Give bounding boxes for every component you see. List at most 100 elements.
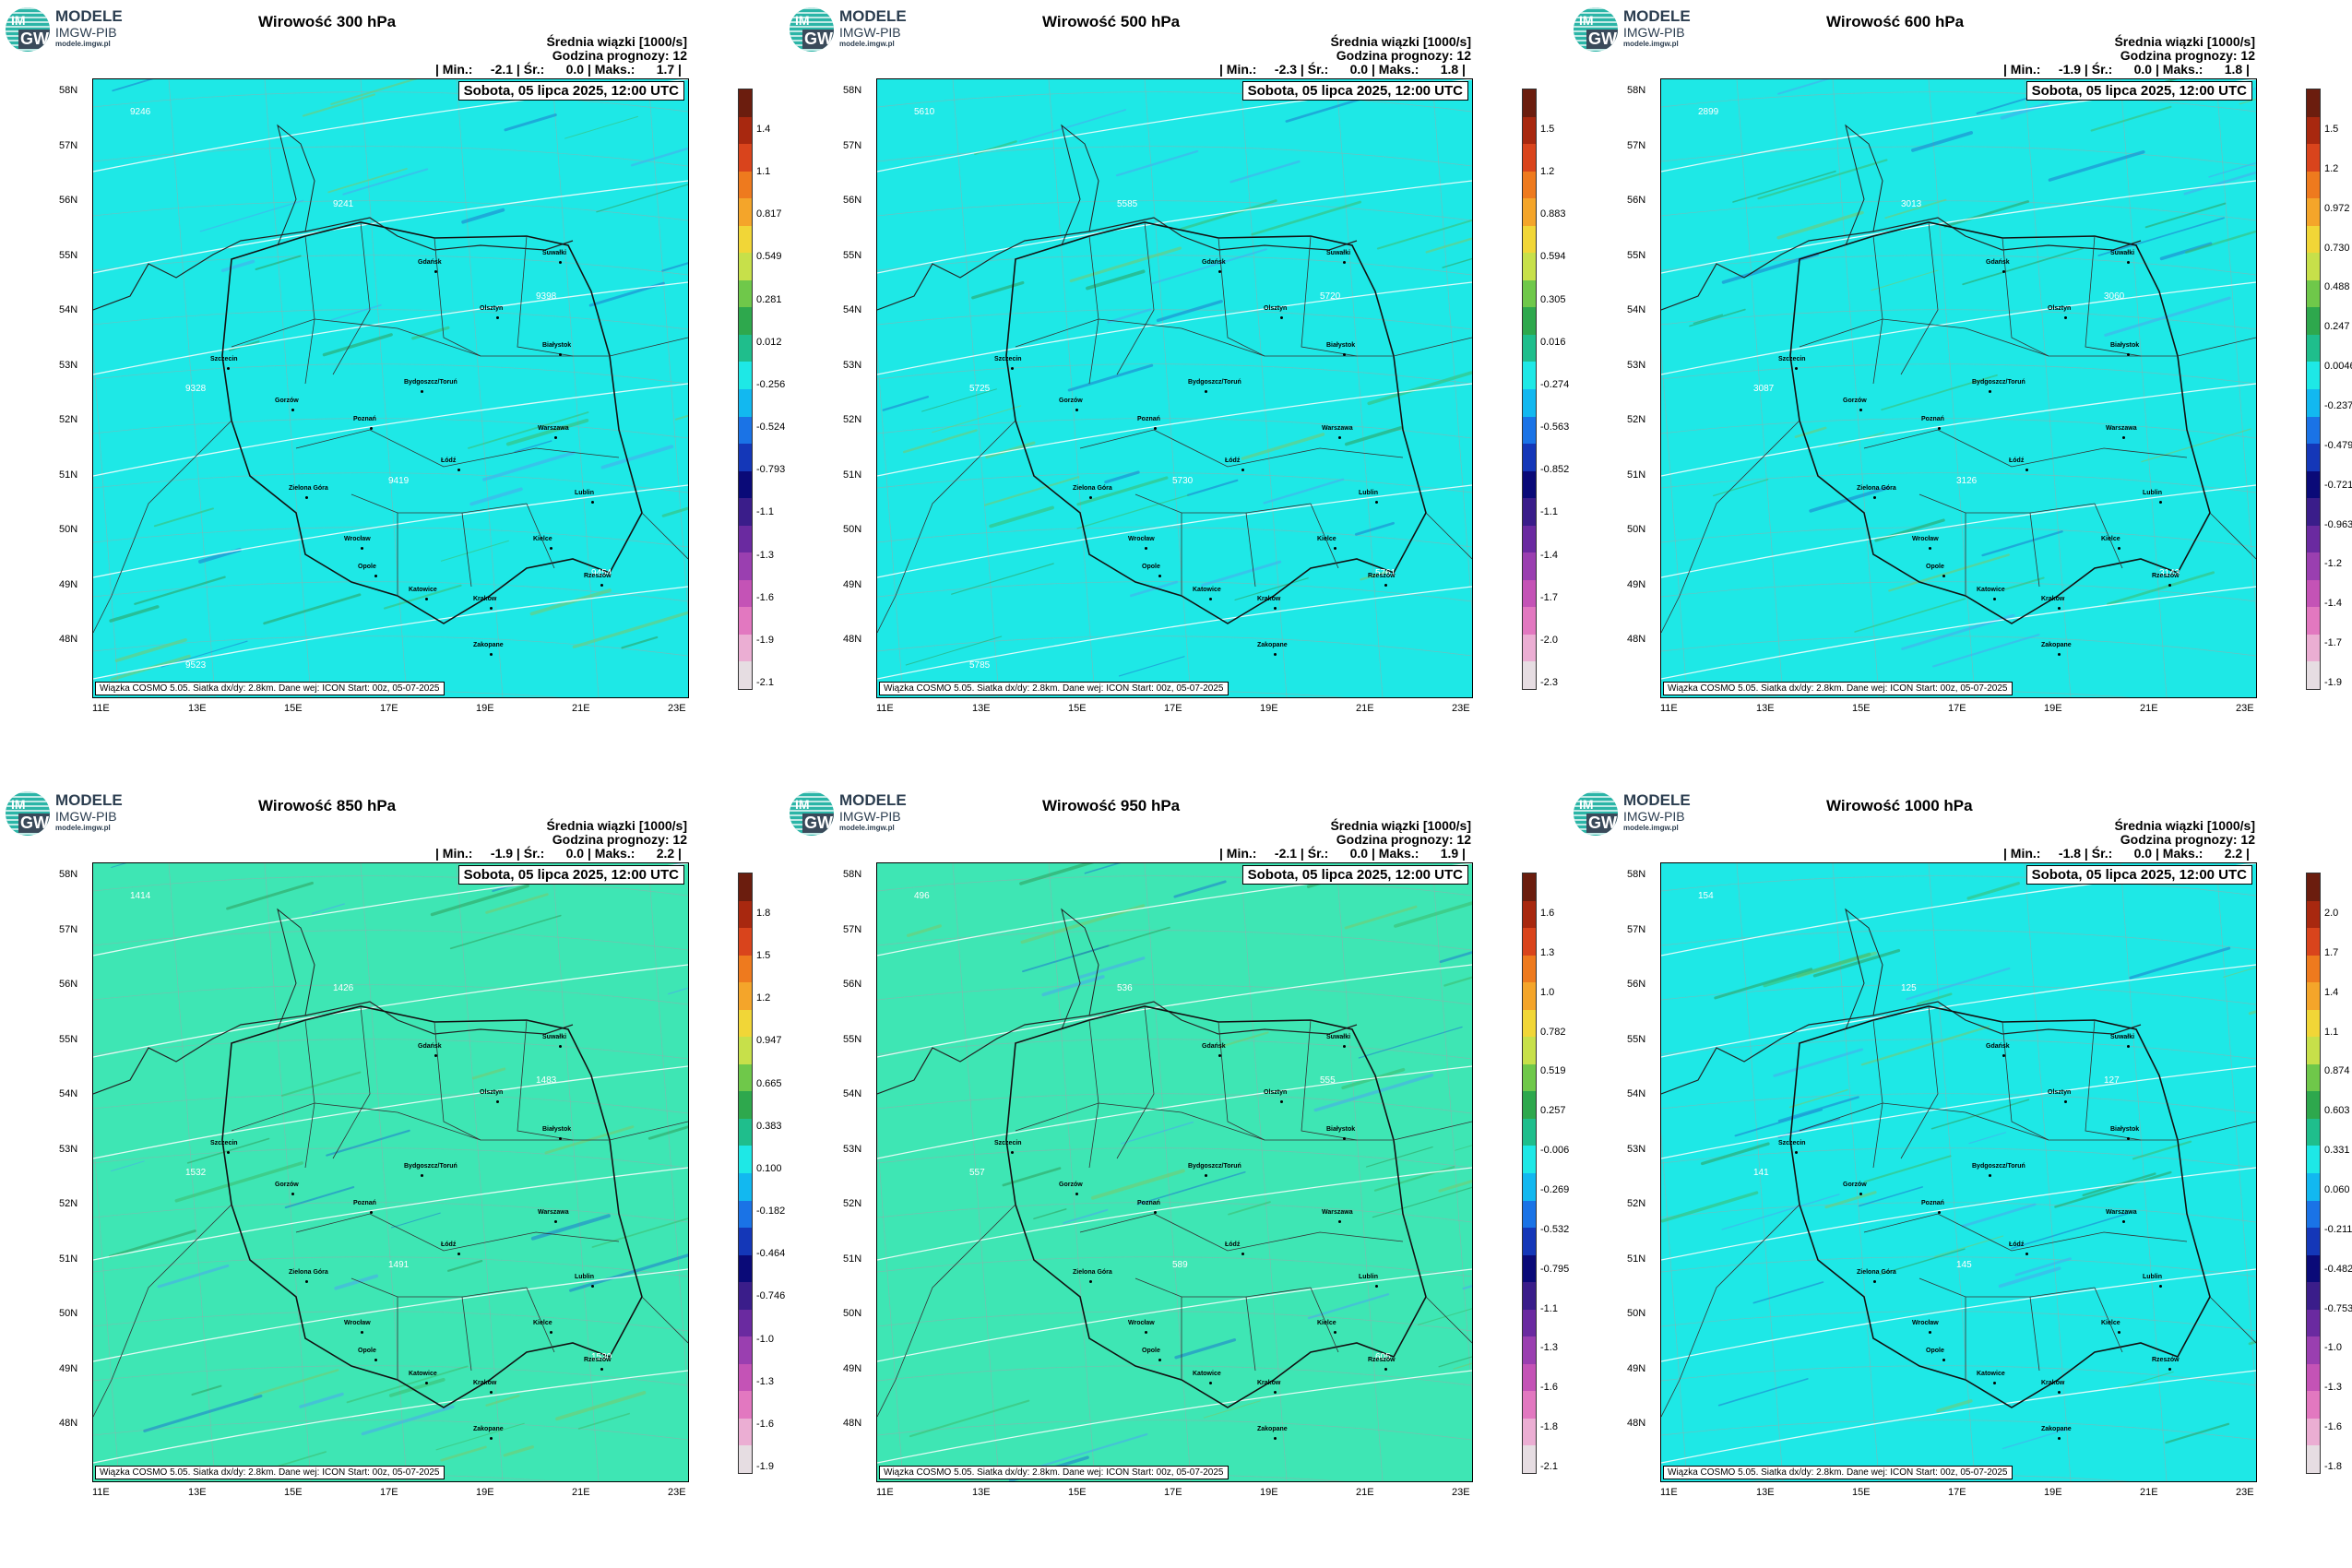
city-marker: [1280, 1100, 1283, 1103]
city-label: Poznań: [1137, 416, 1160, 422]
colorbar-tick-label: -0.482: [2324, 1263, 2352, 1275]
logo-name: MODELE: [839, 7, 907, 25]
city-label: Wrocław: [1128, 1320, 1155, 1326]
city-label: Katowice: [409, 587, 437, 593]
colorbar-tick-label: -0.211: [2324, 1223, 2352, 1235]
city-marker: [1989, 1174, 1991, 1177]
colorbar-tick-label: 0.972: [2324, 202, 2350, 214]
city-label: Gdańsk: [1202, 1043, 1226, 1050]
longitude-label: 13E: [188, 703, 207, 714]
colorbar-tick-label: 0.782: [1540, 1026, 1566, 1038]
forecast-hour-label: Godzina prognozy: 12: [552, 48, 687, 63]
logo-org: IMGW-PIB: [1623, 809, 1685, 824]
map-area: 2899 3013 3060 3087 3126 3143 Gdańsk Suwałki Ols…: [1660, 78, 2257, 698]
panel-title: Wirowość 300 hPa: [258, 13, 397, 30]
colorbar-tick-label: -1.8: [2324, 1461, 2342, 1472]
city-marker: [554, 436, 557, 439]
panel-title: Wirowość 1000 hPa: [1826, 797, 1973, 814]
city-label: Zielona Góra: [289, 1269, 328, 1276]
longitude-label: 15E: [284, 703, 303, 714]
city-label: Kraków: [473, 596, 497, 602]
logo-gw-text: GW: [1586, 814, 1618, 833]
logo-name: MODELE: [1623, 7, 1691, 25]
city-label: Suwałki: [1326, 1034, 1351, 1040]
isoline-label: 589: [1172, 1260, 1188, 1270]
logo-im-text: IM: [795, 13, 810, 28]
logo-url: modele.imgw.pl: [55, 40, 111, 48]
city-marker: [370, 427, 373, 430]
city-label: Białystok: [1326, 342, 1356, 349]
city-marker: [291, 1193, 294, 1195]
isoline-label: 141: [1753, 1168, 1769, 1178]
isoline-label: 125: [1901, 983, 1917, 993]
city-marker: [421, 1174, 423, 1177]
longitude-label: 23E: [2236, 703, 2254, 714]
city-label: Kraków: [2041, 596, 2065, 602]
city-marker: [1218, 270, 1221, 273]
colorbar-tick-label: -0.532: [1540, 1223, 1570, 1235]
forecast-panel: IM GW MODELE IMGW-PIB modele.imgw.pl Wirowość…: [1568, 784, 2352, 1568]
colorbar-tick-label: -1.3: [1540, 1342, 1558, 1354]
city-label: Lublin: [1359, 1274, 1378, 1280]
latitude-label: 53N: [1627, 1143, 1646, 1155]
latitude-label: 55N: [843, 1033, 862, 1045]
city-marker: [1241, 1253, 1244, 1255]
isoline-label: 5785: [969, 660, 991, 671]
city-label: Poznań: [1137, 1200, 1160, 1206]
city-label: Białystok: [1326, 1126, 1356, 1133]
city-label: Gorzów: [1059, 1182, 1083, 1188]
city-label: Zakopane: [1257, 642, 1288, 648]
colorbar-tick-label: -0.006: [1540, 1145, 1570, 1157]
city-label: Szczecin: [994, 1140, 1022, 1146]
city-label: Wrocław: [1912, 1320, 1939, 1326]
latitude-label: 58N: [843, 869, 862, 880]
city-label: Suwałki: [542, 1034, 567, 1040]
city-marker: [1343, 261, 1346, 264]
latitude-label: 48N: [59, 634, 78, 645]
isoline-label: 9454: [591, 568, 612, 578]
longitude-label: 19E: [476, 703, 494, 714]
city-label: Katowice: [1977, 1371, 2005, 1377]
isoline-label: 1532: [185, 1168, 207, 1178]
stats-line: | Min.: -1.9 | Śr.: 0.0 | Maks.: 1.8 |: [2003, 62, 2250, 77]
logo-gw-text: GW: [802, 30, 834, 49]
colorbar-tick-label: 1.8: [756, 908, 771, 919]
logo-name: MODELE: [55, 7, 123, 25]
city-marker: [550, 547, 552, 550]
colorbar-tick-label: 1.3: [1540, 946, 1555, 958]
city-marker: [496, 316, 499, 319]
colorbar-tick-label: 0.0046: [2324, 361, 2352, 373]
logo-emblem: IM GW: [6, 7, 50, 52]
logo-org: IMGW-PIB: [1623, 25, 1685, 40]
city-marker: [2058, 607, 2061, 610]
forecast-panel: IM GW MODELE IMGW-PIB modele.imgw.pl Wirowość…: [784, 0, 1569, 784]
city-label: Opole: [358, 564, 376, 570]
latitude-label: 55N: [59, 1033, 78, 1045]
city-marker: [1158, 575, 1161, 577]
latitude-label: 57N: [1627, 923, 1646, 935]
city-marker: [434, 270, 437, 273]
city-label: Lublin: [575, 1274, 594, 1280]
longitude-label: 15E: [1068, 703, 1087, 714]
model-footer: Wiązka COSMO 5.05. Siatka dx/dy: 2.8km. …: [95, 682, 445, 695]
city-label: Białystok: [542, 1126, 572, 1133]
city-label: Suwałki: [2110, 250, 2135, 256]
city-marker: [291, 409, 294, 411]
city-marker: [1218, 1054, 1221, 1057]
city-marker: [559, 1045, 562, 1048]
latitude-label: 56N: [843, 979, 862, 990]
logo-im-text: IM: [1579, 797, 1594, 812]
city-label: Kraków: [473, 1380, 497, 1386]
city-label: Szczecin: [1778, 356, 1806, 362]
colorbar-tick-label: 0.730: [2324, 242, 2350, 254]
city-marker: [2058, 1391, 2061, 1394]
city-marker: [2002, 1054, 2005, 1057]
latitude-label: 48N: [843, 634, 862, 645]
city-label: Opole: [1142, 1348, 1160, 1354]
latitude-label: 55N: [843, 249, 862, 261]
latitude-label: 53N: [1627, 359, 1646, 371]
colorbar-tick-label: 0.060: [2324, 1184, 2350, 1195]
isoline-label: 3060: [2104, 291, 2125, 302]
panel-title: Wirowość 950 hPa: [1042, 797, 1181, 814]
latitude-label: 58N: [843, 85, 862, 96]
